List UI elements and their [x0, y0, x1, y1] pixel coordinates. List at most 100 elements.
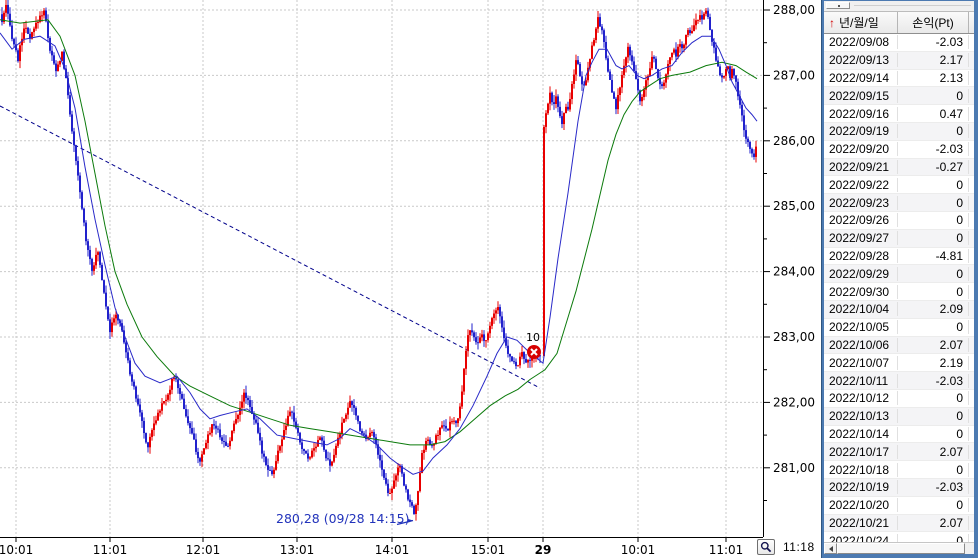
date-cell: 2022/09/13 [824, 53, 898, 68]
svg-text:287,00: 287,00 [773, 68, 815, 82]
svg-text:284,00: 284,00 [773, 265, 815, 279]
table-row[interactable]: 2022/09/26 0 [824, 211, 974, 230]
svg-text:11:01: 11:01 [709, 543, 744, 557]
date-cell: 2022/10/13 [824, 409, 898, 424]
pnl-cell: 0 [898, 533, 969, 542]
scroll-left-button[interactable] [824, 543, 837, 554]
table-body: 2022/09/08 -2.03 2022/09/13 2.17 2022/09/14 2… [824, 34, 974, 542]
table-row[interactable]: 2022/10/07 2.19 [824, 354, 974, 373]
candlestick-chart[interactable]: 288,00 287,00 286,00 285,00 284,00 283,00 282,… [0, 0, 821, 558]
pnl-cell: -2.03 [898, 35, 969, 50]
date-cell: 2022/10/06 [824, 337, 898, 352]
date-cell: 2022/10/04 [824, 302, 898, 317]
pnl-cell: 0 [898, 124, 969, 139]
date-cell: 2022/10/18 [824, 462, 898, 477]
table-row[interactable]: 2022/10/20 0 [824, 496, 974, 515]
table-row[interactable]: 2022/10/19 -2.03 [824, 478, 974, 497]
date-cell: 2022/10/21 [824, 515, 898, 530]
date-cell: 2022/09/27 [824, 231, 898, 246]
trendline [0, 105, 541, 389]
table-row[interactable]: 2022/09/29 0 [824, 265, 974, 284]
annotations: 280,28 (09/28 14:15) 10 [276, 331, 541, 526]
date-cell: 2022/09/21 [824, 159, 898, 174]
pnl-cell: -0.27 [898, 159, 969, 174]
pnl-cell: 0 [898, 320, 969, 335]
panel-bottom-scrollbar[interactable] [824, 542, 974, 554]
table-row[interactable]: 2022/09/08 -2.03 [824, 34, 974, 52]
pnl-cell: 2.13 [898, 70, 969, 85]
table-row[interactable]: 2022/10/04 2.09 [824, 300, 974, 319]
table-row[interactable]: 2022/09/28 -4.81 [824, 247, 974, 266]
chart-canvas: 288,00 287,00 286,00 285,00 284,00 283,00 282,… [0, 0, 815, 557]
pnl-cell: 0 [898, 409, 969, 424]
pnl-cell: 0 [898, 177, 969, 192]
slow-moving-average-line [0, 19, 758, 446]
svg-text:286,00: 286,00 [773, 134, 815, 148]
svg-text:14:01: 14:01 [375, 543, 410, 557]
magnifier-button[interactable] [757, 539, 775, 555]
svg-text:12:01: 12:01 [186, 543, 221, 557]
table-row[interactable]: 2022/10/14 0 [824, 425, 974, 444]
current-time-label: 11:18 [783, 540, 815, 554]
pnl-cell: 0 [898, 266, 969, 281]
date-cell: 2022/09/30 [824, 284, 898, 299]
date-cell: 2022/09/28 [824, 248, 898, 263]
sort-ascending-icon: ↑ [829, 15, 835, 30]
pnl-cell: 0 [898, 426, 969, 441]
panel-top-scrollbar[interactable] [824, 1, 974, 12]
pnl-cell: 0 [898, 391, 969, 406]
pnl-cell: 2.07 [898, 515, 969, 530]
table-row[interactable]: 2022/09/19 0 [824, 122, 974, 141]
table-row[interactable]: 2022/10/18 0 [824, 461, 974, 479]
table-row[interactable]: 2022/09/21 -0.27 [824, 158, 974, 177]
top-scrollbar-track [854, 5, 971, 6]
table-row[interactable]: 2022/10/13 0 [824, 407, 974, 426]
svg-text:11:01: 11:01 [93, 543, 128, 557]
daily-pnl-panel: ↑ 년/월/일 손익(Pt) 2022/09/08 -2.03 2022/09/13… [821, 0, 978, 558]
table-row[interactable]: 2022/10/21 2.07 [824, 514, 974, 533]
table-row[interactable]: 2022/09/13 2.17 [824, 51, 974, 70]
date-cell: 2022/09/29 [824, 266, 898, 281]
table-row[interactable]: 2022/10/12 0 [824, 389, 974, 408]
table-row[interactable]: 2022/10/06 2.07 [824, 336, 974, 355]
date-cell: 2022/09/23 [824, 195, 898, 210]
pnl-cell: 0 [898, 462, 969, 477]
pnl-cell: 2.17 [898, 53, 969, 68]
date-cell: 2022/10/14 [824, 426, 898, 441]
table-header: ↑ 년/월/일 손익(Pt) [824, 12, 974, 34]
table-row[interactable]: 2022/09/22 0 [824, 176, 974, 195]
pnl-cell: -2.03 [898, 142, 969, 157]
date-cell: 2022/10/11 [824, 373, 898, 388]
date-cell: 2022/10/24 [824, 533, 898, 542]
date-cell: 2022/09/20 [824, 142, 898, 157]
svg-text:10:01: 10:01 [0, 543, 33, 557]
table-row[interactable]: 2022/10/05 0 [824, 318, 974, 337]
date-cell: 2022/09/26 [824, 213, 898, 228]
table-row[interactable]: 2022/09/30 0 [824, 283, 974, 301]
time-axis-labels: 10:01 11:01 12:01 13:01 14:01 15:01 29 10:01 11:… [0, 537, 743, 557]
top-scrollbar-thumb[interactable] [826, 2, 850, 9]
table-row[interactable]: 2022/09/14 2.13 [824, 69, 974, 88]
date-cell: 2022/09/16 [824, 106, 898, 121]
scrollbar-grip-dot [838, 5, 840, 7]
bottom-scrollbar-thumb[interactable] [837, 543, 965, 554]
pnl-cell: 0 [898, 213, 969, 228]
svg-text:13:01: 13:01 [280, 543, 315, 557]
date-column-header[interactable]: ↑ 년/월/일 [824, 12, 898, 33]
session-low-label: 280,28 (09/28 14:15) [276, 511, 409, 526]
table-row[interactable]: 2022/09/16 0.47 [824, 105, 974, 123]
trade-marker-label: 10 [526, 331, 540, 344]
table-row[interactable]: 2022/10/17 2.07 [824, 443, 974, 462]
table-row[interactable]: 2022/09/15 0 [824, 87, 974, 106]
pnl-cell: -2.03 [898, 480, 969, 495]
table-row[interactable]: 2022/10/24 0 [824, 532, 974, 542]
pnl-column-header[interactable]: 손익(Pt) [898, 12, 969, 33]
table-row[interactable]: 2022/10/11 -2.03 [824, 372, 974, 390]
daily-pnl-grid: ↑ 년/월/일 손익(Pt) 2022/09/08 -2.03 2022/09/13… [824, 1, 974, 554]
table-row[interactable]: 2022/09/23 0 [824, 194, 974, 212]
table-row[interactable]: 2022/09/20 -2.03 [824, 140, 974, 159]
table-row[interactable]: 2022/09/27 0 [824, 229, 974, 248]
date-cell: 2022/10/20 [824, 498, 898, 513]
svg-text:15:01: 15:01 [471, 543, 506, 557]
fast-moving-average-line [0, 32, 758, 475]
